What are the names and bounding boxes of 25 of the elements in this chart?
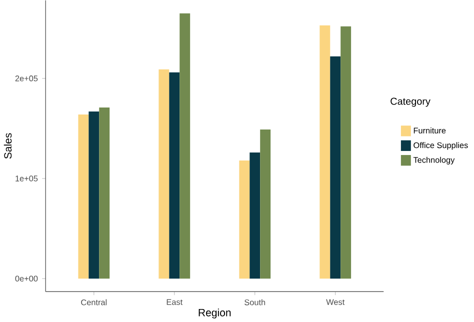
y-axis-title: Sales: [4, 133, 12, 159]
bar: [180, 13, 190, 278]
bar: [99, 107, 110, 278]
bar: [330, 56, 341, 278]
bar: [169, 72, 180, 278]
y-tick-label: 2e+05: [15, 75, 38, 82]
x-tick-label: East: [166, 299, 183, 305]
bar: [158, 69, 170, 278]
legend-title: Category: [390, 98, 430, 107]
x-axis-title: Region: [198, 308, 231, 318]
bar: [340, 26, 352, 278]
legend-label: Technology: [413, 156, 455, 164]
bar: [78, 114, 89, 278]
y-tick-label: 0e+00: [15, 276, 38, 282]
x-tick-label: Central: [81, 299, 107, 306]
x-tick-label: South: [244, 299, 266, 306]
legend-label: Furniture: [414, 127, 446, 134]
bar: [88, 111, 100, 278]
y-tick-label: 1e+05: [16, 175, 38, 182]
bar: [239, 160, 250, 278]
x-tick-label: West: [326, 299, 345, 305]
legend-label: Office Supplies: [414, 142, 468, 150]
bar: [260, 129, 271, 278]
bar: [250, 152, 260, 278]
bar: [320, 25, 330, 278]
